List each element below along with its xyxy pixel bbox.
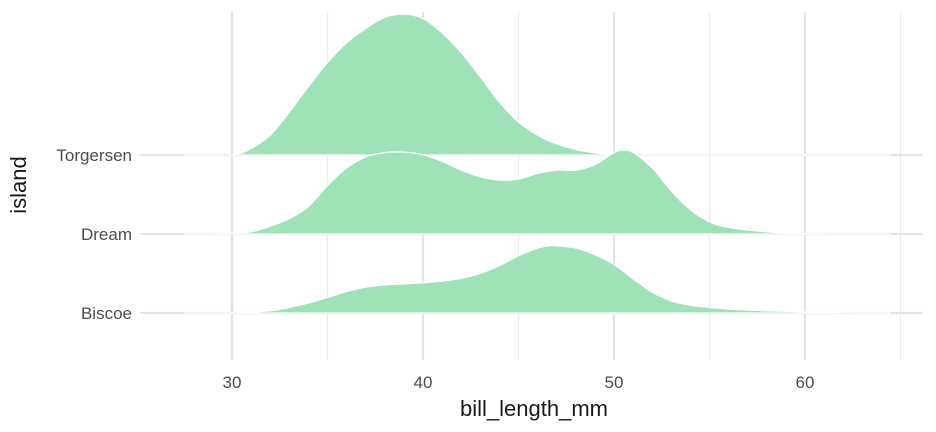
density-ridge-dream <box>184 149 892 235</box>
y-axis-title: island <box>6 156 31 213</box>
x-axis-ticks: 30 40 50 60 <box>223 373 815 392</box>
density-ridge-biscoe <box>184 245 892 314</box>
density-ridges <box>184 13 892 314</box>
y-tick-label-biscoe: Biscoe <box>81 304 132 323</box>
y-tick-label-torgersen: Torgersen <box>56 146 132 165</box>
y-axis-ticks: Biscoe Dream Torgersen <box>56 146 146 323</box>
x-tick-label: 60 <box>796 373 815 392</box>
x-tick-label: 50 <box>605 373 624 392</box>
x-axis-title: bill_length_mm <box>460 396 608 421</box>
density-ridge-torgersen <box>184 13 892 156</box>
x-tick-label: 30 <box>223 373 242 392</box>
y-tick-label-dream: Dream <box>81 225 132 244</box>
x-tick-label: 40 <box>414 373 433 392</box>
